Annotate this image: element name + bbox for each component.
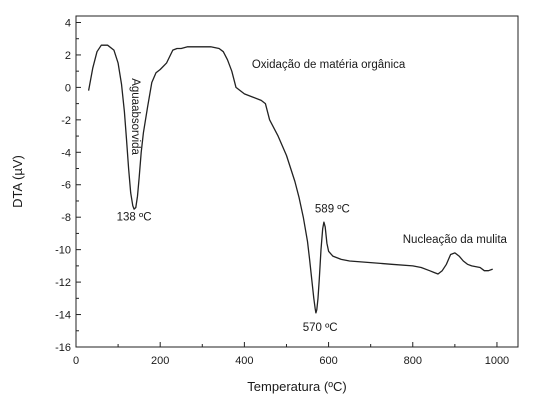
x-tick-label: 0 [73, 355, 79, 367]
y-tick-label: 2 [65, 50, 71, 62]
annotation-label: 138 ºC [117, 211, 152, 223]
y-tick-label: 0 [65, 82, 71, 94]
annotations-group: Aguaabsorvida 138 ºC Oxidação de matéria o… [117, 59, 508, 334]
y-tick-label: -4 [61, 147, 71, 159]
ticks-group: 0 200 400 600 800 1000 4 2 0 -2 -4 -6 -8 -10 -12 -14 -16 [55, 17, 509, 367]
annotation-label: Aguaabsorvida [129, 78, 141, 155]
x-tick-label: 600 [319, 355, 337, 367]
y-tick-label: -6 [61, 180, 71, 192]
x-tick-label: 200 [151, 355, 169, 367]
plot-frame [75, 15, 519, 348]
annotation-label: 570 ºC [303, 322, 338, 334]
annotation-label: 589 ºC [315, 203, 350, 215]
x-tick-label: 400 [235, 355, 253, 367]
x-tick-label: 1000 [485, 355, 509, 367]
y-tick-label: -2 [61, 115, 71, 127]
dta-curve [87, 44, 493, 314]
y-tick-label: -8 [61, 212, 71, 224]
x-tick-label: 800 [404, 355, 422, 367]
y-tick-label: -16 [55, 342, 71, 354]
y-tick-label: -10 [55, 245, 71, 257]
y-axis-label: DTA (µV) [10, 155, 25, 208]
annotation-label: Nucleação da mulita [403, 234, 508, 246]
y-tick-label: 4 [65, 17, 71, 29]
axes-group [75, 15, 519, 348]
annotation-label: Oxidação de matéria orgânica [252, 59, 406, 71]
y-tick-label: -12 [55, 277, 71, 289]
x-axis-label: Temperatura (ºC) [247, 379, 346, 394]
y-tick-label: -14 [55, 310, 71, 322]
